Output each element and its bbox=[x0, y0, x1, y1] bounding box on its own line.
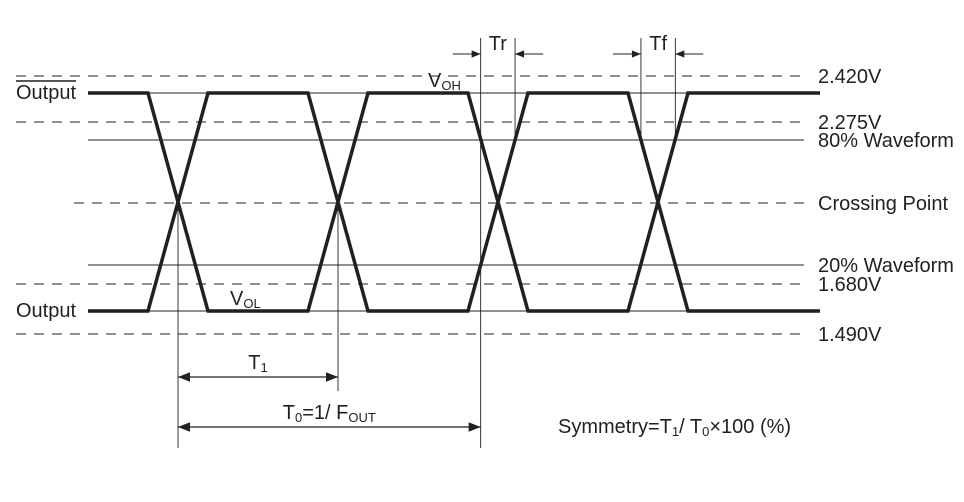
label-1680: 1.680V bbox=[818, 274, 882, 296]
label-80pct: 80% Waveform bbox=[818, 130, 954, 152]
label-output-top: Output bbox=[16, 82, 76, 104]
label-1490: 1.490V bbox=[818, 324, 882, 346]
label-symmetry: Symmetry=T1/ T0×100 (%) bbox=[558, 416, 791, 439]
label-output-bot: Output bbox=[16, 300, 76, 322]
label-crossing: Crossing Point bbox=[818, 193, 949, 215]
label-tr: Tr bbox=[489, 33, 507, 55]
label-tf: Tf bbox=[649, 33, 667, 55]
label-voh: VOH bbox=[428, 70, 461, 93]
label-t1: T1 bbox=[248, 352, 267, 375]
label-t0: T0=1/ FOUT bbox=[283, 402, 376, 425]
label-vol: VOL bbox=[230, 288, 261, 311]
label-2420: 2.420V bbox=[818, 66, 882, 88]
timing-diagram: OutputOutputVOHVOL2.420V2.275V80% Wavefo… bbox=[16, 33, 954, 448]
